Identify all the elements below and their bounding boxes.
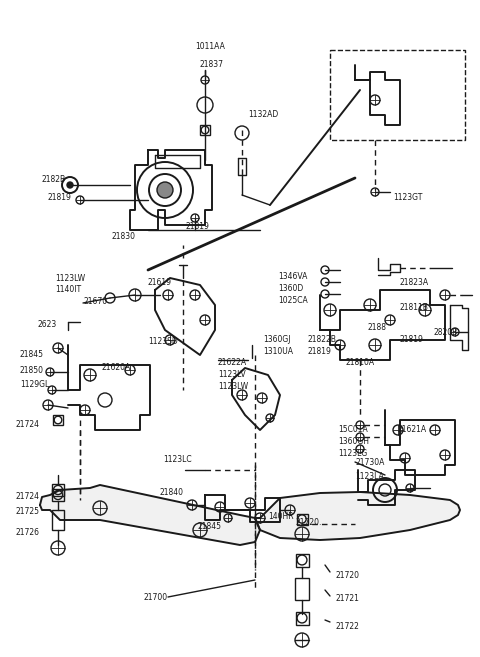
Bar	[53, 415, 63, 425]
Text: 2623: 2623	[38, 320, 57, 329]
Polygon shape	[40, 485, 260, 545]
Bar	[52, 489, 64, 501]
Text: 21819: 21819	[400, 335, 424, 344]
Text: 1123LA: 1123LA	[355, 472, 384, 481]
Text: 1360GJ: 1360GJ	[263, 335, 290, 344]
Circle shape	[157, 182, 173, 198]
Text: 21720.: 21720.	[295, 518, 322, 527]
Text: 21811B: 21811B	[400, 303, 429, 312]
Text: 21810A: 21810A	[345, 358, 374, 367]
Text: 1011AA: 1011AA	[195, 42, 225, 51]
Text: 21620A: 21620A	[102, 363, 131, 372]
Text: 21845: 21845	[197, 522, 221, 531]
Bar	[296, 612, 309, 625]
Bar	[52, 484, 64, 496]
Text: 1129GL: 1129GL	[20, 380, 49, 389]
Text: 21845: 21845	[20, 350, 44, 359]
Text: 140HR: 140HR	[268, 512, 294, 521]
Text: 1140IT: 1140IT	[55, 285, 81, 294]
Text: 21724: 21724	[15, 420, 39, 429]
Text: 21726: 21726	[15, 528, 39, 537]
Bar	[52, 510, 64, 530]
Text: 1123LV: 1123LV	[218, 370, 246, 379]
Text: 21722: 21722	[335, 622, 359, 631]
Text: 21830: 21830	[112, 232, 136, 241]
Polygon shape	[255, 492, 460, 540]
Text: 1360GH: 1360GH	[338, 437, 369, 446]
Text: 2188: 2188	[368, 323, 387, 332]
Text: 21823A: 21823A	[400, 278, 429, 287]
Text: 21840: 21840	[160, 488, 184, 497]
Text: 1346VA: 1346VA	[278, 272, 307, 281]
Text: 21730A: 21730A	[355, 458, 384, 467]
Text: 21621A: 21621A	[398, 425, 427, 434]
Text: 21721: 21721	[335, 594, 359, 603]
Text: 21819: 21819	[48, 193, 72, 202]
Bar	[200, 125, 210, 135]
Text: 1123GT: 1123GT	[393, 193, 422, 202]
Text: 1310UA: 1310UA	[263, 347, 293, 356]
Text: 21725: 21725	[15, 507, 39, 516]
Bar	[297, 514, 308, 524]
Text: 15C01A: 15C01A	[338, 425, 368, 434]
Text: 1123LW: 1123LW	[218, 382, 248, 391]
Text: 21700: 21700	[144, 593, 168, 602]
Text: 1123SD: 1123SD	[148, 337, 178, 346]
Text: 1123LW: 1123LW	[55, 274, 85, 283]
Text: 21819: 21819	[308, 347, 332, 356]
Text: 1132AD: 1132AD	[248, 110, 278, 119]
Text: 2182B: 2182B	[42, 175, 66, 184]
Text: 1123LC: 1123LC	[163, 455, 192, 464]
Bar	[296, 553, 309, 566]
Text: 21724: 21724	[15, 492, 39, 501]
Text: 1025CA: 1025CA	[278, 296, 308, 305]
Text: 21619: 21619	[148, 278, 172, 287]
Text: 21819: 21819	[185, 222, 209, 231]
Text: 21850: 21850	[20, 366, 44, 375]
Text: 21720: 21720	[335, 571, 359, 580]
Text: 1123LG: 1123LG	[338, 449, 367, 458]
Text: 21837: 21837	[200, 60, 224, 69]
Text: 21822B: 21822B	[308, 335, 337, 344]
Text: 21622A: 21622A	[218, 358, 247, 367]
Circle shape	[67, 182, 73, 188]
Text: 21670: 21670	[83, 297, 107, 306]
Bar	[295, 578, 309, 600]
Bar	[330, 50, 465, 140]
Text: 1360D: 1360D	[278, 284, 303, 293]
Text: 2820B: 2820B	[433, 328, 457, 337]
